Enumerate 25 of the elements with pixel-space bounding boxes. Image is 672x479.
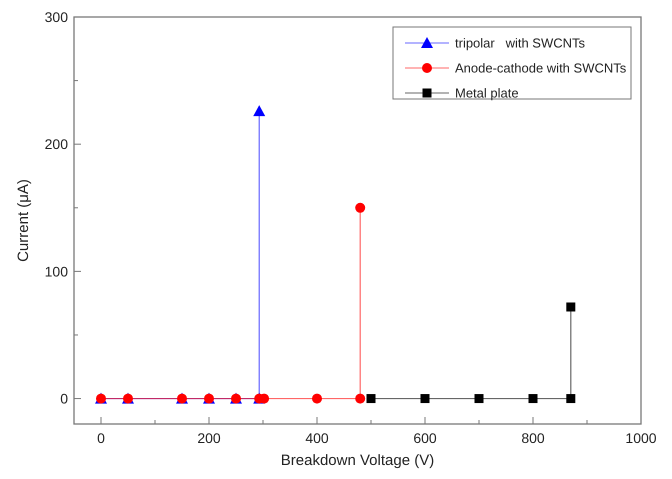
x-tick-label: 600 (413, 430, 437, 446)
x-tick-label: 1000 (625, 430, 657, 446)
y-tick-label: 100 (44, 263, 68, 280)
point (355, 202, 366, 213)
x-tick-label: 200 (197, 430, 221, 446)
point (366, 394, 376, 404)
x-axis-title: Breakdown Voltage (V) (280, 452, 434, 469)
y-tick-label: 200 (44, 136, 68, 152)
point (528, 394, 538, 404)
y-tick-label: 300 (44, 8, 68, 25)
y-axis-title: Current (μA) (15, 179, 32, 262)
point (312, 394, 322, 404)
point (566, 302, 576, 312)
x-tick-label: 800 (521, 430, 545, 446)
legend-label: Metal plate (455, 86, 519, 101)
legend-label: tripolar with SWCNTs (455, 36, 586, 51)
point (253, 105, 266, 116)
legend-label: Anode-cathode with SWCNTs (455, 60, 627, 76)
point (355, 394, 366, 404)
point (566, 394, 576, 404)
point (474, 394, 484, 404)
x-tick-label: 400 (305, 430, 329, 446)
x-tick-label: 0 (97, 430, 106, 446)
point (420, 394, 430, 404)
y-tick-label: 0 (60, 390, 68, 406)
